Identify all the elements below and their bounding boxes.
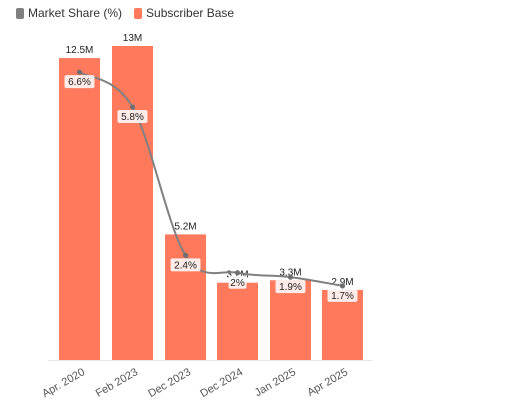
bar bbox=[112, 46, 153, 360]
bar bbox=[59, 58, 100, 360]
line-value-label: 1.9% bbox=[279, 282, 302, 293]
bar-value-label: 13M bbox=[123, 33, 142, 44]
line-label-background bbox=[228, 275, 247, 289]
line-point bbox=[287, 274, 294, 280]
x-tick-label: Jan 2025 bbox=[253, 366, 298, 399]
x-tick-label: Apr. 2020 bbox=[40, 366, 87, 400]
bar-value-label: 2.9M bbox=[331, 277, 353, 288]
line-point bbox=[129, 104, 136, 110]
line-point bbox=[234, 270, 241, 276]
line-point bbox=[76, 69, 83, 75]
x-tick-label: Apr 2025 bbox=[305, 366, 350, 399]
legend-item-market-share[interactable]: Market Share (%) bbox=[16, 6, 122, 20]
line-label-background bbox=[170, 258, 201, 272]
legend-swatch-subscriber-base bbox=[134, 7, 143, 19]
bar bbox=[217, 282, 258, 360]
x-tick-label: Dec 2023 bbox=[146, 366, 193, 400]
line-label-background bbox=[327, 288, 358, 302]
x-tick-label: Dec 2024 bbox=[198, 366, 245, 400]
legend-item-subscriber-base[interactable]: Subscriber Base bbox=[134, 6, 234, 20]
line-value-label: 2.4% bbox=[174, 260, 197, 271]
line-value-label: 1.7% bbox=[331, 291, 354, 302]
legend-label-market-share: Market Share (%) bbox=[28, 6, 123, 20]
legend-swatch-market-share bbox=[16, 7, 24, 19]
line-value-label: 2% bbox=[230, 278, 245, 289]
line-label-background bbox=[64, 75, 95, 89]
bar-value-label: 5.2M bbox=[174, 221, 196, 232]
line-value-label: 5.8% bbox=[121, 112, 144, 123]
x-tick-label: Feb 2023 bbox=[94, 366, 140, 400]
legend-label-subscriber-base: Subscriber Base bbox=[146, 6, 235, 20]
legend: Market Share (%) Subscriber Base bbox=[16, 6, 234, 20]
line-label-background bbox=[275, 280, 306, 294]
line-label-background bbox=[117, 110, 148, 124]
line-value-label: 6.6% bbox=[68, 77, 91, 88]
line-point bbox=[182, 252, 189, 258]
line-point bbox=[339, 283, 346, 289]
bar-value-label: 12.5M bbox=[66, 45, 94, 56]
bar-value-label: 3.3M bbox=[279, 267, 301, 278]
bar bbox=[270, 280, 311, 360]
